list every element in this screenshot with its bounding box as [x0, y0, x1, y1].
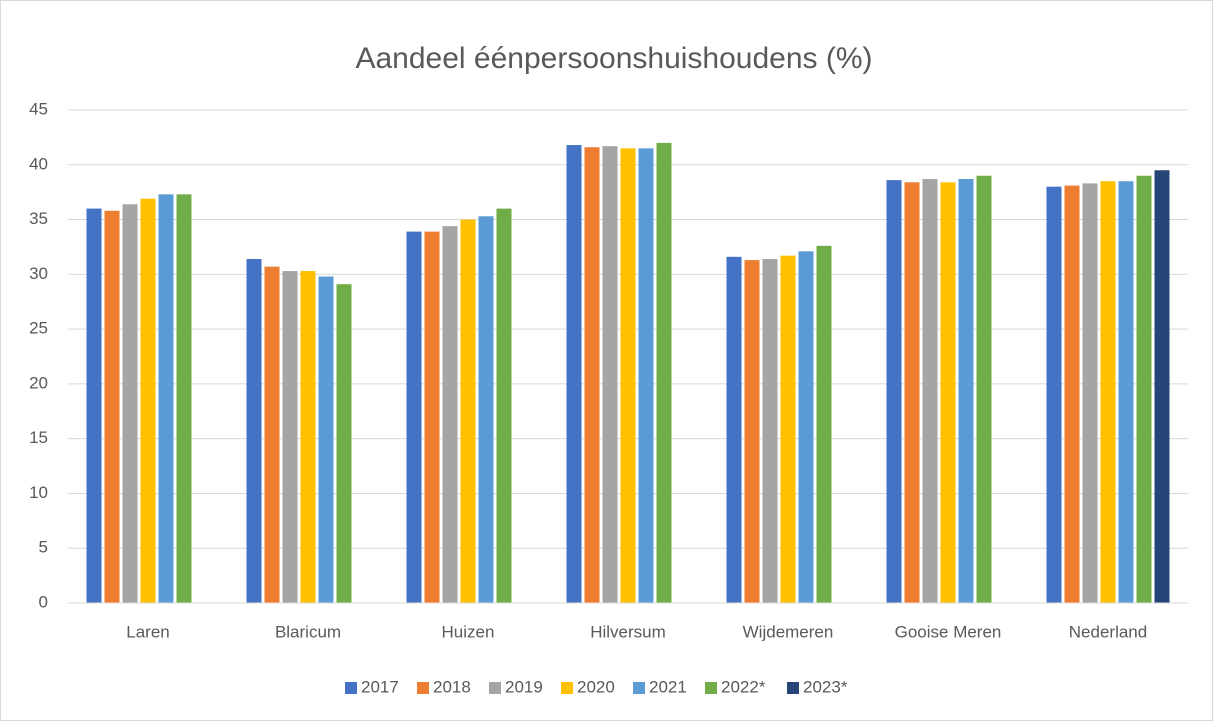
y-tick-label: 15	[29, 428, 48, 447]
bar	[264, 266, 280, 603]
bar	[1136, 175, 1152, 603]
legend-label: 2019	[505, 677, 543, 696]
bar	[246, 258, 262, 603]
bar	[566, 145, 582, 603]
y-tick-label: 40	[29, 154, 48, 173]
legend-swatch	[345, 682, 357, 694]
legend-swatch	[633, 682, 645, 694]
legend-label: 2022*	[721, 677, 766, 696]
y-tick-label: 5	[39, 538, 48, 557]
bar	[656, 142, 672, 603]
bar	[904, 182, 920, 603]
x-tick-label: Hilversum	[590, 622, 666, 641]
bar	[726, 256, 742, 603]
bar	[86, 208, 102, 603]
bar	[940, 182, 956, 603]
bar	[1082, 183, 1098, 603]
y-tick-label: 10	[29, 483, 48, 502]
bar	[122, 204, 138, 603]
bar	[1064, 185, 1080, 604]
bar	[1154, 170, 1170, 603]
bar	[976, 175, 992, 603]
legend-swatch	[489, 682, 501, 694]
x-tick-label: Nederland	[1069, 622, 1147, 641]
y-tick-label: 0	[39, 592, 48, 611]
bar	[886, 180, 902, 604]
y-tick-label: 45	[29, 99, 48, 118]
x-tick-label: Huizen	[442, 622, 495, 641]
bar	[1046, 186, 1062, 603]
x-tick-label: Gooise Meren	[895, 622, 1002, 641]
bar	[104, 210, 120, 603]
y-tick-label: 20	[29, 373, 48, 392]
legend-label: 2023*	[803, 677, 848, 696]
legend-swatch	[705, 682, 717, 694]
bar	[496, 208, 512, 603]
bar	[922, 179, 938, 603]
legend-swatch	[787, 682, 799, 694]
bar	[282, 271, 298, 603]
bar	[744, 260, 760, 603]
bar	[300, 271, 316, 603]
bar	[336, 284, 352, 603]
bar	[780, 255, 796, 603]
bar	[406, 231, 422, 603]
legend-swatch	[417, 682, 429, 694]
legend-label: 2021	[649, 677, 687, 696]
y-tick-label: 35	[29, 209, 48, 228]
bar	[1100, 181, 1116, 603]
bar	[424, 231, 440, 603]
bar	[158, 194, 174, 603]
y-tick-label: 25	[29, 319, 48, 338]
chart-title: Aandeel éénpersoonshuishoudens (%)	[355, 42, 872, 75]
bar	[638, 148, 654, 603]
bar	[176, 194, 192, 603]
x-tick-label: Wijdemeren	[743, 622, 834, 641]
bar	[460, 219, 476, 604]
bar	[762, 258, 778, 603]
y-tick-label: 30	[29, 264, 48, 283]
bar	[620, 148, 636, 603]
bar	[958, 179, 974, 603]
x-tick-label: Blaricum	[275, 622, 341, 641]
bar	[1118, 181, 1134, 603]
bar	[798, 251, 814, 603]
bar	[140, 198, 156, 604]
legend-swatch	[561, 682, 573, 694]
legend-label: 2020	[577, 677, 615, 696]
legend-label: 2018	[433, 677, 471, 696]
bar	[602, 146, 618, 604]
x-tick-label: Laren	[126, 622, 169, 641]
bar	[478, 216, 494, 603]
bar	[584, 147, 600, 603]
legend-label: 2017	[361, 677, 399, 696]
bar	[816, 245, 832, 604]
bar	[442, 226, 458, 603]
bar	[318, 276, 334, 603]
